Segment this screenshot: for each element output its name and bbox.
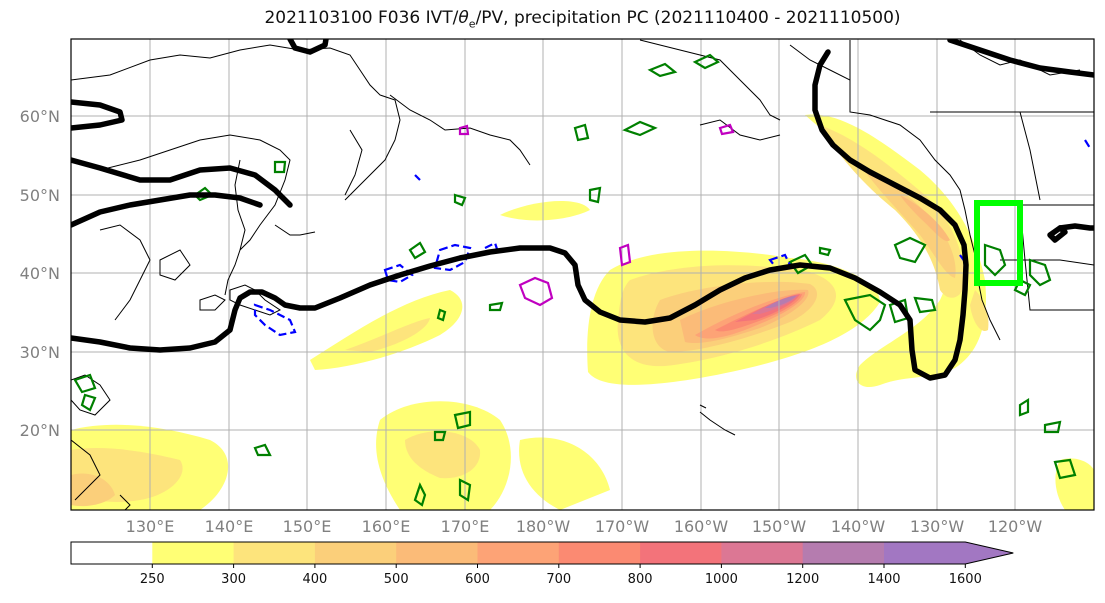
lon-label: 170°W bbox=[595, 517, 650, 536]
pv-contours bbox=[71, 39, 1094, 381]
colorbar: 250 300 400 500 600 700 800 1000 1200 1400 1600 bbox=[70, 541, 1014, 587]
title-theta-sub: e bbox=[468, 17, 476, 31]
pv-anomaly-contours bbox=[458, 123, 735, 307]
title-theta: θ bbox=[458, 8, 469, 28]
target-region-box bbox=[974, 200, 1023, 286]
title-suffix: /PV, precipitation PC (2021110400 - 2021… bbox=[475, 8, 901, 28]
colorbar-segment bbox=[71, 542, 153, 564]
graticule bbox=[71, 39, 1094, 510]
lon-label: 150°E bbox=[283, 517, 332, 536]
colorbar-segment bbox=[314, 542, 397, 564]
lat-label: 50°N bbox=[20, 186, 60, 205]
colorbar-tick-label: 1600 bbox=[949, 572, 982, 587]
colorbar-extend-arrow bbox=[965, 542, 1014, 564]
colorbar-tick-label: 700 bbox=[546, 572, 571, 587]
colorbar-segment bbox=[802, 542, 885, 564]
latitude-labels: 60°N 50°N 40°N 30°N 20°N bbox=[20, 107, 60, 440]
colorbar-segment bbox=[558, 542, 641, 564]
colorbar-outline bbox=[70, 541, 1014, 565]
map-frame bbox=[70, 38, 1095, 511]
longitude-labels: 130°E 140°E 150°E 160°E 170°E 180°W 170°… bbox=[126, 517, 1043, 536]
lat-label: 20°N bbox=[20, 421, 60, 440]
colorbar-tick-label: 250 bbox=[140, 572, 165, 587]
lon-label: 140°W bbox=[831, 517, 886, 536]
colorbar-segment bbox=[477, 542, 560, 564]
title-prefix: 2021103100 F036 IVT/ bbox=[264, 8, 459, 28]
lon-label: 150°W bbox=[752, 517, 807, 536]
lon-label: 180°W bbox=[516, 517, 571, 536]
colorbar-tick-label: 300 bbox=[221, 572, 246, 587]
lon-label: 130°E bbox=[126, 517, 175, 536]
map-plot-area bbox=[71, 39, 1094, 510]
colorbar-tick-label: 800 bbox=[628, 572, 653, 587]
colorbar-tick-label: 1400 bbox=[867, 572, 900, 587]
lon-label: 160°W bbox=[674, 517, 729, 536]
lon-label: 140°E bbox=[205, 517, 254, 536]
lon-label: 170°E bbox=[441, 517, 490, 536]
lon-label: 160°E bbox=[362, 517, 411, 536]
map-title: 2021103100 F036 IVT/θe/PV, precipitation… bbox=[0, 8, 1105, 30]
colorbar-tick-label: 1200 bbox=[786, 572, 819, 587]
lat-label: 30°N bbox=[20, 343, 60, 362]
lat-label: 60°N bbox=[20, 107, 60, 126]
lon-label: 130°W bbox=[910, 517, 965, 536]
precipitation-shading bbox=[71, 114, 1094, 510]
colorbar-segment bbox=[396, 542, 478, 564]
lon-label: 120°W bbox=[988, 517, 1043, 536]
colorbar-segment bbox=[721, 542, 804, 564]
colorbar-tick-label: 1000 bbox=[705, 572, 738, 587]
colorbar-segment bbox=[152, 542, 235, 564]
colorbar-segment bbox=[233, 542, 316, 564]
colorbar-segment bbox=[884, 542, 966, 564]
colorbar-segment bbox=[640, 542, 722, 564]
colorbar-tick-label: 500 bbox=[384, 572, 409, 587]
colorbar-tick-label: 600 bbox=[465, 572, 490, 587]
colorbar-tick-label: 400 bbox=[302, 572, 327, 587]
lat-label: 40°N bbox=[20, 264, 60, 283]
